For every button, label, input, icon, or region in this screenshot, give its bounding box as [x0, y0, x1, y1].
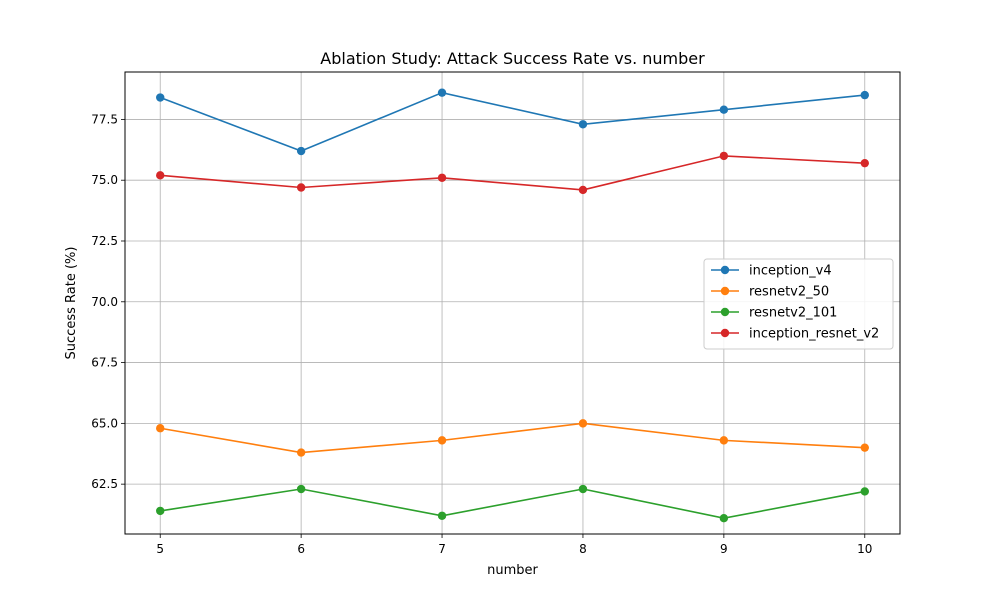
- series-inception_resnet_v2: [156, 151, 869, 195]
- series-line: [160, 155, 865, 191]
- series-line: [159, 91, 865, 152]
- series-line: [160, 422, 865, 454]
- data-point: [578, 120, 588, 129]
- x-tick-label: 6: [297, 542, 305, 556]
- data-point: [156, 171, 165, 180]
- data-point: [156, 506, 165, 516]
- y-axis-label: Success Rate (%): [64, 247, 79, 360]
- series-resnetv2_101: [156, 484, 869, 523]
- legend-box: [703, 258, 894, 350]
- x-tick-label: 9: [720, 542, 728, 556]
- data-point: [719, 436, 729, 445]
- chart-title: Ablation Study: Attack Success Rate vs. …: [320, 49, 705, 68]
- y-tick-label: 65.0: [91, 416, 118, 430]
- y-tick-label: 67.5: [91, 356, 118, 370]
- y-tick-label: 70.0: [91, 295, 118, 309]
- legend: inception_v4 resnetv2_50 resnetv2_101incep…: [703, 258, 894, 350]
- data-point: [860, 90, 869, 100]
- series-layer: [156, 88, 869, 523]
- legend-label: resnetv2_101: [749, 306, 837, 321]
- legend-marker: [720, 307, 730, 317]
- y-tick-label: 75.0: [91, 173, 118, 187]
- series-inception_v4: [156, 88, 869, 156]
- series-line: [160, 488, 865, 520]
- data-point: [860, 443, 869, 452]
- legend-marker: [720, 265, 730, 275]
- data-point: [719, 105, 729, 114]
- legend-label: inception_v4: [749, 264, 832, 279]
- x-tick-label: 8: [579, 542, 587, 556]
- data-point: [860, 158, 869, 168]
- legend-marker: [720, 328, 730, 338]
- data-point: [578, 484, 588, 494]
- data-point: [296, 183, 306, 192]
- data-point: [437, 88, 447, 97]
- x-tick-label: 7: [438, 542, 446, 556]
- x-axis-label: number: [487, 563, 538, 578]
- x-tick-label: 10: [857, 542, 872, 556]
- data-point: [437, 511, 447, 520]
- data-point: [296, 484, 306, 494]
- legend-label: resnetv2_50: [749, 285, 829, 300]
- plot-frame: [124, 71, 901, 535]
- legend-label: inception_resnet_v2: [749, 327, 879, 342]
- legend-marker: [720, 286, 730, 296]
- data-point: [578, 185, 588, 195]
- x-tick-label: 5: [156, 542, 164, 556]
- y-tick-label: 62.5: [91, 477, 118, 491]
- data-point: [719, 513, 729, 523]
- data-point: [296, 146, 306, 156]
- data-point: [296, 448, 306, 457]
- data-point: [156, 424, 165, 433]
- data-point: [437, 173, 447, 182]
- data-point: [860, 487, 869, 496]
- data-point: [578, 419, 588, 428]
- y-tick-label: 77.5: [91, 112, 118, 126]
- data-point: [719, 151, 729, 161]
- series-resnetv2_50: [156, 419, 869, 457]
- data-point: [437, 436, 447, 445]
- tick-layer: 5 6 7 8 9 10 62.5 65.0 67.5 70.0 72.5 75.0 77.5: [91, 112, 872, 556]
- data-point: [156, 93, 165, 102]
- y-tick-label: 72.5: [91, 234, 118, 248]
